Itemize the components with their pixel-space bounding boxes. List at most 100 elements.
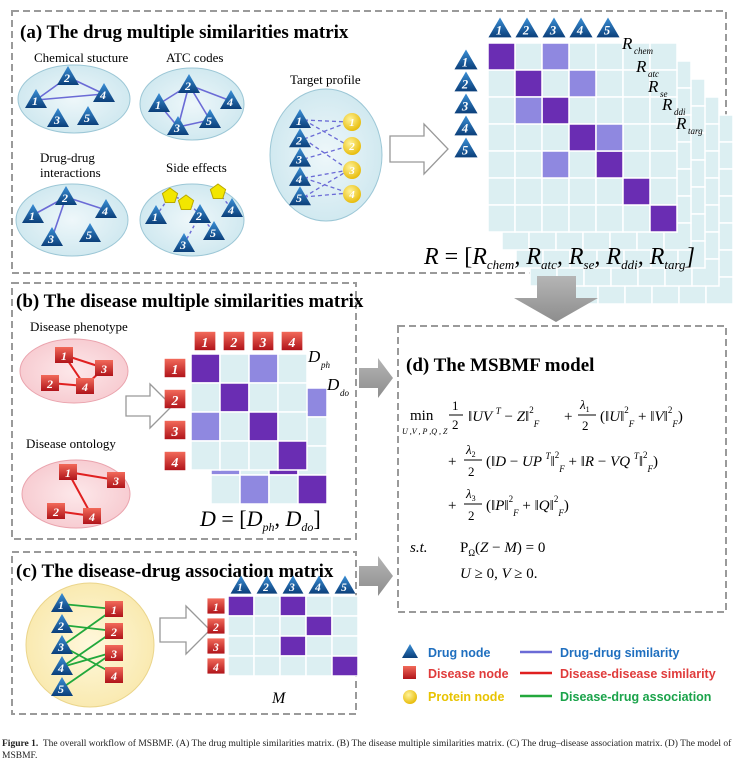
drug-node-number: 2 — [61, 191, 68, 205]
drug-node-number: 1 — [155, 98, 161, 112]
drug-node: 5 — [77, 106, 99, 125]
disease-node-number: 1 — [65, 466, 71, 480]
drug-node: 5 — [596, 17, 620, 38]
drug-node: 2 — [55, 186, 77, 205]
drug-node: 5 — [79, 223, 101, 242]
drug-node: 4 — [289, 166, 311, 186]
disease-node-number: 3 — [171, 424, 179, 439]
drug-node: 3 — [51, 635, 73, 654]
drug-node: 1 — [230, 575, 252, 594]
drug-node-number: 5 — [604, 23, 610, 37]
disease-node: 2 — [164, 389, 186, 409]
chemical-structure-ellipse — [17, 64, 131, 134]
disease-node-number: 3 — [112, 474, 119, 488]
disease-node: 2 — [105, 623, 123, 639]
m-label: M — [271, 690, 287, 707]
legend-drug-drug-similarity: Drug-drug similarity — [560, 646, 680, 660]
target-profile-ellipse — [269, 88, 383, 222]
drug-node: 3 — [542, 17, 566, 38]
svg-text:min: min — [410, 408, 434, 424]
disease-node: 4 — [281, 331, 303, 351]
drug-node: 1 — [148, 93, 170, 112]
drug-node: 4 — [93, 83, 115, 102]
side-effects-label: Side effects — [166, 160, 227, 175]
drug-node: 3 — [47, 108, 69, 127]
drug-node: 3 — [454, 93, 478, 114]
svg-text:(‖P‖2F + ‖Q‖2F): (‖P‖2F + ‖Q‖2F) — [486, 494, 569, 518]
drug-node: 3 — [282, 575, 304, 594]
r-targ-label: R — [675, 114, 687, 133]
chemical-structure-label: Chemical stucture — [34, 50, 128, 65]
drug-node-number: 5 — [210, 226, 216, 240]
ddi-drug-nodes: 1 2 3 45 — [22, 186, 117, 246]
figure-caption: Figure 1. The overall workflow of MSBMF.… — [2, 738, 736, 762]
drug-node-number: 3 — [179, 238, 186, 252]
disease-node: 2 — [41, 375, 59, 391]
disease-node: 3 — [95, 360, 113, 376]
disease-node: 4 — [76, 378, 94, 394]
protein-node: 1 — [343, 113, 361, 131]
drug-matrix-layer — [487, 42, 678, 233]
drug-node: 3 — [167, 116, 189, 135]
disease-node-number: 4 — [288, 335, 296, 350]
disease-node-number: 2 — [52, 505, 59, 519]
drug-node-number: 2 — [195, 209, 202, 223]
disease-node-number: 1 — [213, 602, 219, 614]
drug-node-number: 1 — [296, 114, 302, 128]
association-nodes: 1 2 3 4 5 1 2 3 4 — [51, 593, 123, 696]
drug-node-number: 1 — [237, 582, 243, 594]
disease-node: 4 — [105, 667, 123, 683]
legend-disease-drug-association: Disease-drug association — [560, 690, 711, 704]
drug-node-number: 2 — [57, 619, 64, 633]
drug-node: 3 — [289, 147, 311, 167]
disease-node: 3 — [105, 645, 123, 661]
target-profile-label: Target profile — [290, 72, 361, 87]
panel-a-frame — [11, 10, 727, 274]
drug-node: 2 — [51, 614, 73, 633]
drug-node: 2 — [178, 74, 200, 93]
drug-node-number: 1 — [462, 55, 468, 69]
disease-node: 1 — [105, 601, 123, 617]
panel-b-title: (b) The disease multiple similarities ma… — [16, 291, 364, 312]
protein-node: 2 — [343, 137, 361, 155]
drug-node: 4 — [51, 656, 73, 675]
side-effect-node — [177, 194, 195, 210]
disease-node: 1 — [55, 347, 73, 363]
d-ph-label: D — [307, 347, 321, 366]
legend-disease-disease-similarity: Disease-disease similarity — [560, 667, 716, 681]
drug-node-number: 2 — [63, 71, 70, 85]
drug-node-number: 4 — [227, 203, 234, 217]
svg-text:λ1: λ1 — [579, 397, 590, 414]
drug-node-number: 5 — [86, 228, 92, 242]
disease-node-number: 4 — [110, 669, 117, 683]
svg-text:2: 2 — [452, 417, 459, 432]
atc-codes-ellipse — [139, 67, 245, 141]
protein-node: 3 — [343, 161, 361, 179]
disease-node: 3 — [164, 420, 186, 440]
drug-node-number: 5 — [341, 582, 347, 594]
svg-text:2: 2 — [468, 508, 475, 523]
disease-ontology-nodes: 1 3 2 4 — [47, 464, 125, 524]
drug-node-number: 4 — [57, 661, 64, 675]
r-atc-sub: atc — [648, 69, 659, 79]
target-profile-edges — [303, 119, 350, 198]
d-do-label: D — [326, 375, 340, 394]
drug-node-number: 3 — [295, 153, 302, 167]
svg-text:2: 2 — [468, 464, 475, 479]
drug-similarity-matrix-stack: 1 1 2 2 3 3 4 4 5 5 — [454, 17, 734, 305]
gray-down-arrow — [514, 276, 598, 322]
svg-text:2: 2 — [582, 418, 589, 433]
disease-node: 4 — [83, 508, 101, 524]
disease-similarity-matrix-stack: 1 1 2 2 3 3 4 4 — [164, 331, 328, 505]
target-profile-nodes: 1 2 3 4 5 1 2 3 4 — [289, 109, 361, 206]
drug-node: 5 — [289, 186, 311, 206]
drug-node: 1 — [289, 109, 311, 128]
disease-node-number: 3 — [259, 335, 267, 350]
drug-node: 5 — [334, 575, 356, 594]
disease-node-number: 1 — [202, 335, 209, 350]
drug-node-number: 5 — [462, 143, 468, 157]
svg-text:+: + — [448, 454, 456, 470]
disease-node-number: 2 — [212, 622, 219, 634]
r-ddi-sub: ddi — [674, 107, 686, 117]
side-effects-nodes: 1 2 3 45 — [145, 183, 243, 252]
